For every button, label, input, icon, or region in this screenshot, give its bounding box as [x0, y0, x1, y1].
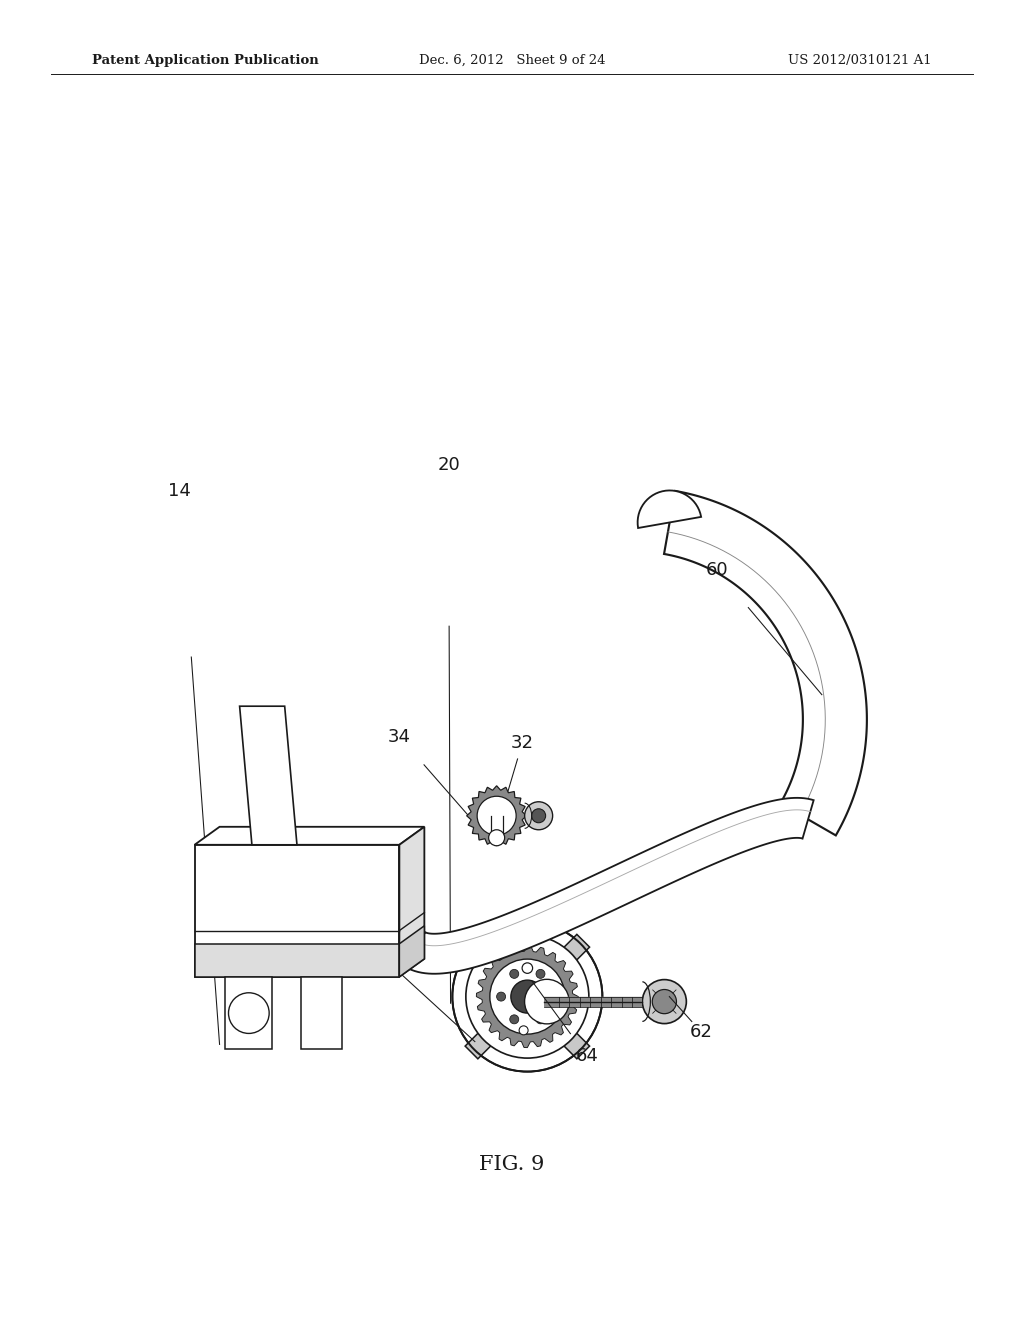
Polygon shape	[399, 826, 424, 977]
Circle shape	[488, 830, 505, 846]
Circle shape	[489, 960, 565, 1034]
Circle shape	[549, 993, 558, 1001]
Circle shape	[510, 969, 519, 978]
Circle shape	[536, 969, 545, 978]
Polygon shape	[240, 706, 297, 845]
Polygon shape	[225, 977, 272, 1049]
Circle shape	[511, 979, 544, 1014]
Polygon shape	[638, 491, 701, 528]
Polygon shape	[301, 977, 342, 1049]
Circle shape	[642, 979, 686, 1023]
Circle shape	[228, 993, 269, 1034]
Circle shape	[497, 993, 506, 1001]
Polygon shape	[557, 1026, 590, 1059]
Text: US 2012/0310121 A1: US 2012/0310121 A1	[788, 54, 932, 67]
Circle shape	[522, 962, 532, 973]
Polygon shape	[557, 935, 590, 968]
Text: 32: 32	[511, 734, 534, 752]
Circle shape	[453, 921, 602, 1072]
Polygon shape	[195, 944, 399, 977]
Polygon shape	[399, 925, 424, 977]
Polygon shape	[195, 845, 399, 977]
Circle shape	[510, 1015, 519, 1024]
Circle shape	[524, 979, 569, 1024]
Text: 60: 60	[706, 561, 728, 579]
Circle shape	[477, 796, 516, 836]
Text: 66: 66	[355, 933, 378, 952]
Text: Dec. 6, 2012   Sheet 9 of 24: Dec. 6, 2012 Sheet 9 of 24	[419, 54, 605, 67]
Polygon shape	[409, 797, 814, 974]
Polygon shape	[465, 935, 498, 968]
Polygon shape	[664, 491, 867, 836]
Circle shape	[531, 809, 546, 822]
Text: FIG. 9: FIG. 9	[479, 1155, 545, 1173]
Circle shape	[652, 990, 677, 1014]
Text: 20: 20	[437, 455, 460, 474]
Text: Patent Application Publication: Patent Application Publication	[92, 54, 318, 67]
Text: 64: 64	[575, 1047, 598, 1065]
Polygon shape	[195, 826, 424, 845]
Circle shape	[524, 801, 553, 830]
Text: 62: 62	[690, 1023, 713, 1041]
Circle shape	[466, 935, 589, 1059]
Circle shape	[536, 1015, 545, 1024]
Polygon shape	[476, 945, 579, 1048]
Circle shape	[519, 1026, 528, 1035]
Polygon shape	[467, 785, 526, 846]
Text: 34: 34	[388, 727, 411, 746]
Text: 14: 14	[168, 482, 190, 500]
Polygon shape	[465, 1026, 498, 1059]
